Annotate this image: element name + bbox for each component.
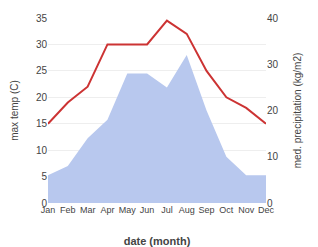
svg-text:40: 40 <box>267 13 279 24</box>
svg-text:Feb: Feb <box>60 205 76 215</box>
svg-text:5: 5 <box>41 171 47 182</box>
svg-text:date (month): date (month) <box>124 235 191 247</box>
svg-text:Sep: Sep <box>199 205 215 215</box>
svg-text:10: 10 <box>36 145 48 156</box>
svg-text:Aug: Aug <box>179 205 195 215</box>
svg-text:May: May <box>119 205 137 215</box>
svg-text:max temp (C): max temp (C) <box>9 80 20 141</box>
svg-text:25: 25 <box>36 65 48 76</box>
svg-text:20: 20 <box>36 92 48 103</box>
svg-text:Nov: Nov <box>238 205 255 215</box>
svg-text:30: 30 <box>267 59 279 70</box>
svg-text:10: 10 <box>267 151 279 162</box>
svg-text:Apr: Apr <box>100 205 114 215</box>
svg-text:30: 30 <box>36 39 48 50</box>
svg-text:0: 0 <box>41 198 47 209</box>
svg-text:Jul: Jul <box>161 205 173 215</box>
svg-text:Jun: Jun <box>140 205 155 215</box>
svg-text:20: 20 <box>267 105 279 116</box>
svg-text:0: 0 <box>267 198 273 209</box>
svg-text:med. precipitation (kg/m2): med. precipitation (kg/m2) <box>292 53 303 169</box>
svg-text:Jan: Jan <box>41 205 56 215</box>
svg-text:Oct: Oct <box>219 205 234 215</box>
svg-text:15: 15 <box>36 118 48 129</box>
svg-text:35: 35 <box>36 13 48 24</box>
svg-text:Mar: Mar <box>80 205 96 215</box>
svg-text:Dec: Dec <box>258 205 275 215</box>
